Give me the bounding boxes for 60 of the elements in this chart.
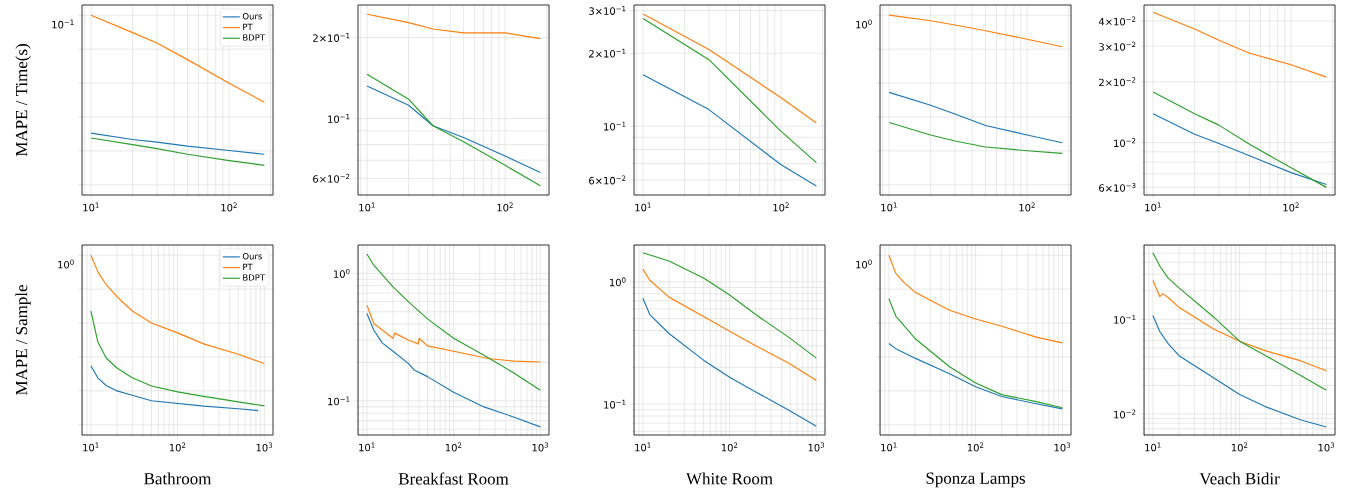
y-axis-title: MAPE / Time(s) [15, 44, 31, 157]
y-tick-label: 10$^{−1}$ [604, 121, 626, 131]
legend-label: Ours [242, 252, 262, 260]
y-tick-label: 10$^{−1}$ [604, 399, 626, 409]
x-axis-title: Veach Bidir [1199, 472, 1280, 485]
x-tick-label: 10$^{1}$ [359, 442, 375, 452]
text: 10$^{0}$ [856, 259, 872, 269]
x-tick-label: 10$^{1}$ [83, 202, 99, 212]
y-tick-label: 10$^{−1}$ [328, 396, 350, 406]
legend-label: PT [243, 263, 253, 270]
legend-label: PT [243, 23, 253, 30]
x-tick-label: 10$^{2}$ [445, 442, 462, 452]
x-tick-label: 10$^{2}$ [773, 202, 789, 212]
y-tick-label: 10$^{0}$ [609, 277, 626, 287]
legend-label: BDPT [243, 274, 266, 281]
text: 10$^{−1}$ [52, 19, 74, 29]
y-tick-label: 2×10$^{−1}$ [313, 33, 350, 42]
x-tick-label: 10$^{3}$ [256, 442, 273, 452]
x-axis-title: Bathroom [144, 472, 212, 485]
text: 10$^{0}$ [856, 19, 872, 29]
legend-label: Ours [242, 12, 262, 20]
x-tick-label: 10$^{3}$ [808, 442, 825, 452]
x-tick-label: 10$^{1}$ [359, 202, 375, 212]
x-tick-label: 10$^{2}$ [721, 442, 738, 452]
y-tick-label: 10$^{−2}$ [1114, 409, 1136, 419]
x-tick-label: 10$^{1}$ [635, 442, 651, 452]
x-tick-label: 10$^{2}$ [497, 202, 513, 212]
legend-label: BDPT [243, 34, 266, 41]
x-tick-label: 10$^{3}$ [532, 442, 549, 452]
y-tick-label: 6×10$^{−3}$ [1099, 182, 1136, 192]
x-tick-label: 10$^{1}$ [83, 442, 99, 452]
y-axis-title: MAPE / Sample [15, 285, 31, 396]
x-axis-title: Breakfast Room [398, 472, 509, 485]
y-tick-label: 10$^{0}$ [333, 268, 350, 278]
y-tick-label: 4×10$^{−2}$ [1098, 16, 1136, 26]
x-tick-label: 10$^{1}$ [881, 442, 897, 452]
y-tick-label: 2×10$^{−2}$ [1099, 77, 1136, 87]
y-tick-label: 6×10$^{−2}$ [313, 173, 350, 183]
y-tick-label: 10$^{−1}$ [1114, 314, 1136, 324]
y-tick-label: 3×10$^{−1}$ [589, 6, 626, 15]
x-tick-label: 10$^{2}$ [169, 442, 186, 452]
y-tick-label: 3×10$^{−2}$ [1099, 41, 1136, 51]
x-tick-label: 10$^{3}$ [1318, 442, 1335, 452]
x-tick-label: 10$^{2}$ [221, 202, 237, 212]
y-tick-label: 2×10$^{−1}$ [589, 48, 626, 58]
x-tick-label: 10$^{1}$ [635, 202, 651, 212]
y-tick-label: 6×10$^{−2}$ [589, 175, 626, 185]
x-tick-label: 10$^{1}$ [881, 202, 897, 212]
text: 10$^{0}$ [58, 259, 74, 269]
x-tick-label: 10$^{2}$ [967, 442, 984, 452]
x-axis-title: Sponza Lamps [926, 472, 1025, 488]
x-tick-label: 10$^{1}$ [1145, 202, 1161, 212]
x-tick-label: 10$^{2}$ [1231, 442, 1248, 452]
y-tick-label: 10$^{−1}$ [328, 114, 350, 123]
x-tick-label: 10$^{2}$ [1283, 202, 1299, 212]
x-tick-label: 10$^{3}$ [1054, 442, 1071, 452]
x-tick-label: 10$^{2}$ [1019, 202, 1035, 212]
y-tick-label: 10$^{−2}$ [1114, 138, 1136, 148]
x-axis-title: White Room [686, 472, 773, 485]
x-tick-label: 10$^{1}$ [1145, 442, 1161, 452]
